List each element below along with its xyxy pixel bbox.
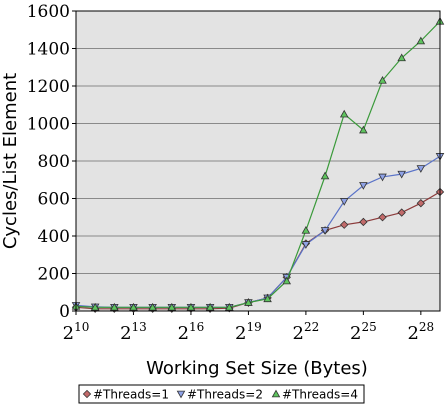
- x-tick-base: 2: [235, 323, 246, 344]
- data-point: [320, 227, 330, 235]
- legend-item-2: #Threads=2: [176, 388, 263, 402]
- grid-lines: [76, 48, 440, 274]
- plot-frame: [75, 10, 441, 312]
- y-tick-label: 200: [38, 265, 70, 285]
- data-point: [320, 171, 330, 180]
- series-line: [75, 20, 441, 308]
- data-point: [378, 213, 387, 222]
- y-tick-label: 1000: [27, 115, 70, 135]
- y-tick-labels: 0 200 400 600 800 1000 1200 1400 1600: [27, 2, 76, 322]
- data-point: [397, 53, 406, 62]
- data-point: [340, 220, 349, 229]
- data-point: [186, 302, 196, 311]
- data-point: [110, 302, 119, 311]
- data-point: [416, 36, 426, 45]
- data-point: [378, 75, 387, 84]
- y-tick-label: 400: [38, 227, 70, 247]
- data-point: [90, 302, 100, 311]
- y-tick-label: 1600: [27, 2, 70, 22]
- y-tick-label: 0: [59, 302, 70, 322]
- legend-marker: [271, 389, 281, 398]
- data-point: [339, 198, 349, 206]
- legend-label: #Threads=1: [93, 388, 169, 402]
- x-tick-base: 2: [178, 323, 189, 344]
- x-tick-exponent: 13: [132, 320, 147, 334]
- y-tick-label: 800: [38, 152, 70, 172]
- data-point: [263, 294, 272, 303]
- legend-box: [78, 384, 365, 404]
- data-point: [378, 173, 387, 182]
- data-point: [244, 298, 253, 306]
- data-point: [359, 182, 368, 190]
- data-point: [301, 225, 311, 234]
- x-tick-labels: 210 213 216 219 222 225 228: [63, 311, 434, 344]
- x-tick-base: 2: [293, 323, 304, 344]
- y-tick-label: 1200: [27, 77, 70, 97]
- data-point: [397, 208, 406, 217]
- x-tick-base: 2: [350, 323, 361, 344]
- data-point: [205, 302, 215, 311]
- data-point: [148, 302, 157, 311]
- x-tick-exponent: 16: [189, 320, 204, 334]
- data-point: [224, 302, 234, 311]
- legend-label: #Threads=2: [187, 388, 263, 402]
- x-tick-label: 216: [178, 320, 205, 344]
- data-point: [339, 109, 349, 118]
- legend-item-3: #Threads=4: [271, 388, 358, 402]
- data-point: [359, 217, 368, 227]
- x-tick-label: 213: [120, 320, 147, 344]
- data-point: [416, 199, 426, 208]
- data-point: [167, 302, 177, 311]
- x-tick-exponent: 28: [419, 320, 434, 334]
- data-point: [359, 125, 368, 134]
- x-tick-label: 219: [235, 320, 262, 344]
- x-tick-label: 210: [63, 320, 90, 344]
- x-tick-base: 2: [120, 323, 131, 344]
- data-point: [397, 170, 406, 179]
- y-axis-label: Cycles/List Element: [0, 73, 21, 249]
- x-tick-label: 222: [293, 320, 320, 344]
- legend-marker: [82, 389, 92, 399]
- x-tick-label: 225: [350, 320, 377, 344]
- legend-label: #Threads=4: [282, 388, 358, 402]
- y-tick-label: 600: [38, 190, 70, 210]
- data-point: [416, 165, 426, 173]
- data-point: [282, 276, 292, 285]
- x-tick-label: 228: [407, 320, 434, 344]
- legend: #Threads=1 #Threads=2 #Threads=4: [78, 384, 365, 404]
- x-axis-label: Working Set Size (Bytes): [146, 358, 368, 379]
- legend-item-1: #Threads=1: [82, 388, 169, 402]
- data-point: [129, 302, 138, 311]
- x-tick-exponent: 10: [74, 320, 89, 334]
- x-tick-exponent: 19: [247, 320, 262, 334]
- x-tick-base: 2: [407, 323, 418, 344]
- y-tick-label: 1400: [27, 40, 70, 60]
- legend-marker: [176, 390, 186, 399]
- x-tick-base: 2: [63, 323, 74, 344]
- x-tick-exponent: 25: [361, 320, 376, 334]
- data-point: [301, 241, 311, 249]
- x-tick-exponent: 22: [304, 320, 319, 334]
